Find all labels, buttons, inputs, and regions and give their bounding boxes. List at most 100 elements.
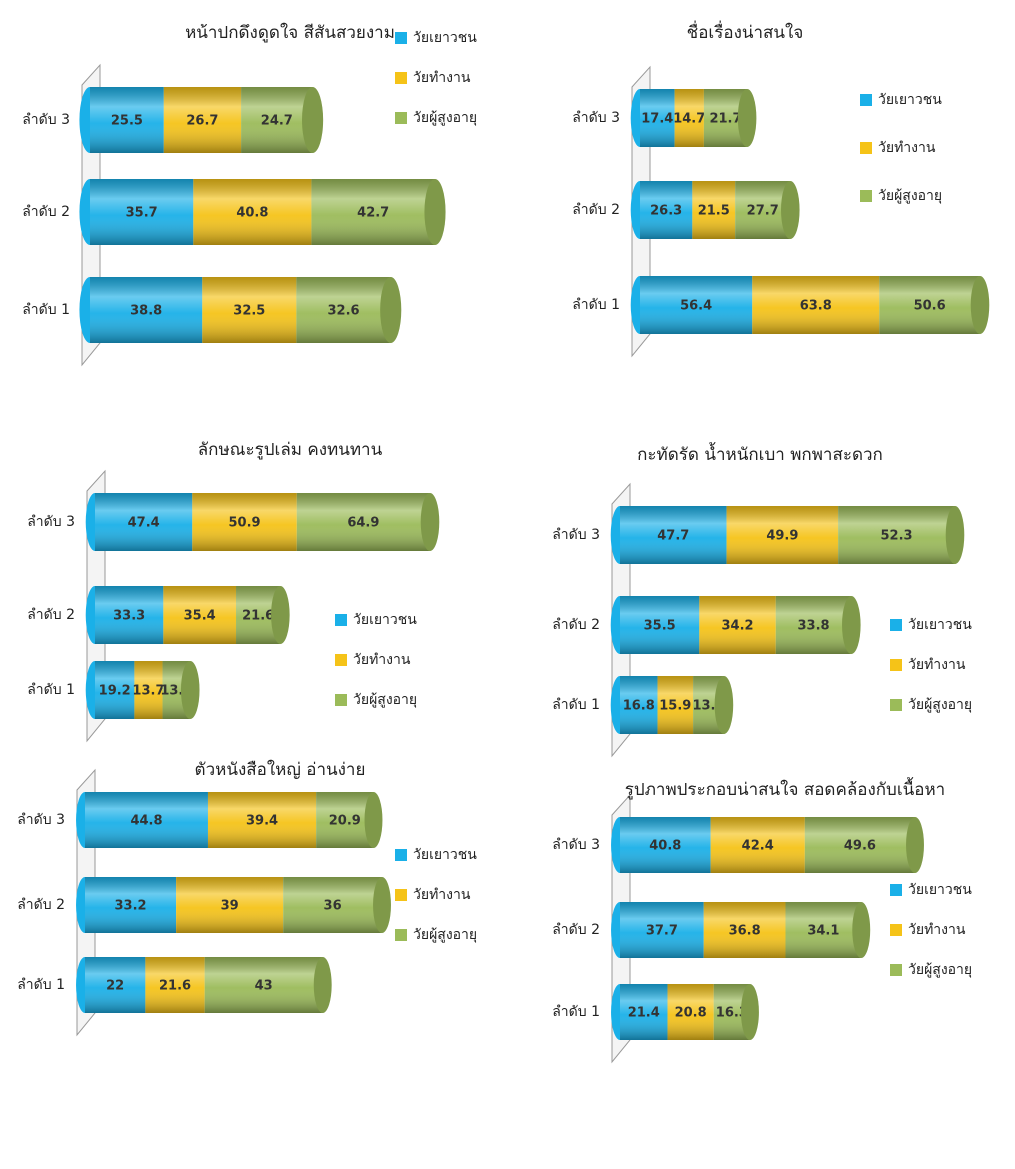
- bar-cap-shade: [313, 957, 332, 1013]
- bar-cap-shade: [271, 586, 290, 644]
- bar-cap-shade: [373, 877, 391, 933]
- data-label: 26.7: [186, 114, 218, 129]
- shade: [620, 506, 727, 564]
- shade: [204, 957, 323, 1013]
- chart-title: ชื่อเรื่องน่าสนใจ: [687, 20, 804, 43]
- bar-cap-shade: [781, 181, 800, 239]
- legend-swatch: [395, 889, 407, 901]
- shade: [145, 957, 205, 1013]
- legend-label: วัยผู้สูงอายุ: [413, 927, 477, 943]
- bar-cap-shade: [380, 277, 402, 343]
- data-label: 32.6: [328, 304, 360, 319]
- bar-cap-shade: [737, 89, 757, 147]
- shade: [283, 877, 382, 933]
- shade: [95, 493, 193, 551]
- shade: [620, 596, 700, 654]
- bar-cap-shade: [906, 817, 924, 873]
- category-label: ลำดับ 1: [27, 682, 75, 698]
- chart-title: ลักษณะรูปเล่ม คงทนทาน: [198, 440, 383, 460]
- category-label: ลำดับ 2: [552, 922, 600, 938]
- shade: [207, 792, 317, 848]
- data-label: 21.4: [628, 1006, 660, 1021]
- data-label: 64.9: [347, 516, 379, 531]
- data-label: 50.6: [914, 299, 946, 314]
- shade: [838, 506, 955, 564]
- shade: [640, 276, 753, 334]
- category-label: ลำดับ 3: [17, 812, 65, 828]
- bar-cap: [380, 277, 402, 343]
- legend-label: วัยเยาวชน: [413, 847, 477, 863]
- shade: [620, 817, 711, 873]
- bar-cap-shade: [852, 902, 871, 958]
- data-label: 50.9: [228, 516, 260, 531]
- shade: [311, 179, 435, 245]
- shade: [90, 277, 203, 343]
- data-label: 36.8: [729, 924, 761, 939]
- legend-swatch: [890, 924, 902, 936]
- bar-cap-shade: [420, 493, 440, 551]
- legend-label: วัยทำงาน: [878, 140, 936, 156]
- category-label: ลำดับ 1: [552, 697, 600, 713]
- category-label: ลำดับ 3: [572, 110, 620, 126]
- bar-cap: [420, 493, 440, 551]
- bar-cap: [781, 181, 800, 239]
- data-label: 63.8: [800, 299, 832, 314]
- bar-cap: [737, 89, 757, 147]
- legend-swatch: [890, 964, 902, 976]
- shade: [163, 586, 237, 644]
- chart-title: ตัวหนังสือใหญ่ อ่านง่าย: [195, 759, 366, 780]
- legend-label: วัยทำงาน: [353, 652, 411, 668]
- data-label: 39.4: [246, 814, 278, 829]
- shade: [95, 661, 135, 719]
- data-label: 16.8: [623, 699, 655, 714]
- category-label: ลำดับ 1: [572, 297, 620, 313]
- category-label: ลำดับ 3: [552, 837, 600, 853]
- data-label: 47.4: [128, 516, 160, 531]
- chart-title: รูปภาพประกอบน่าสนใจ สอดคล้องกับเนื้อหา: [625, 777, 945, 800]
- legend-swatch: [890, 884, 902, 896]
- bar-cap-shade: [740, 984, 759, 1040]
- legend-label: วัยเยาวชน: [413, 30, 477, 46]
- bar-cap-shade: [364, 792, 383, 848]
- category-label: ลำดับ 3: [27, 514, 75, 530]
- data-label: 37.7: [646, 924, 678, 939]
- data-label: 20.8: [675, 1006, 707, 1021]
- legend-swatch: [395, 849, 407, 861]
- legend-label: วัยทำงาน: [413, 887, 471, 903]
- bar-cap: [906, 817, 924, 873]
- shade: [620, 902, 704, 958]
- shade: [193, 179, 312, 245]
- data-label: 17.4: [641, 112, 673, 127]
- category-label: ลำดับ 1: [17, 977, 65, 993]
- bar-cap: [364, 792, 383, 848]
- shade: [134, 661, 163, 719]
- legend-label: วัยผู้สูงอายุ: [878, 188, 942, 204]
- legend-label: วัยผู้สูงอายุ: [413, 110, 477, 126]
- data-label: 49.9: [766, 529, 798, 544]
- bar-cap-shade: [180, 661, 200, 719]
- legend-label: วัยเยาวชน: [353, 612, 417, 628]
- data-label: 35.5: [644, 619, 676, 634]
- data-label: 39: [221, 899, 239, 914]
- legend-label: วัยทำงาน: [908, 657, 966, 673]
- shade: [95, 586, 164, 644]
- chart-title: หน้าปกดึงดูดใจ สีสันสวยงาม: [185, 22, 395, 43]
- shade: [785, 902, 862, 958]
- data-label: 36: [324, 899, 342, 914]
- bar-cap-shade: [970, 276, 990, 334]
- legend-label: วัยทำงาน: [413, 70, 471, 86]
- bar-cap: [180, 661, 200, 719]
- data-label: 21.7: [709, 112, 741, 127]
- legend-swatch: [860, 94, 872, 106]
- data-label: 21.6: [159, 979, 191, 994]
- shade: [316, 792, 374, 848]
- shade: [192, 493, 297, 551]
- bar-cap: [373, 877, 391, 933]
- shade: [640, 89, 675, 147]
- legend-label: วัยผู้สูงอายุ: [908, 962, 972, 978]
- shade: [640, 181, 693, 239]
- data-label: 32.5: [233, 304, 265, 319]
- shade: [667, 984, 714, 1040]
- shade: [202, 277, 297, 343]
